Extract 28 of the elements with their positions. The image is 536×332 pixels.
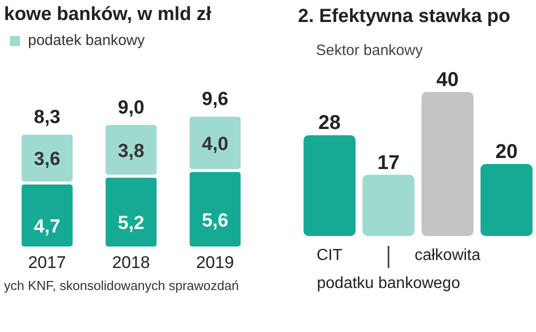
chart-title: kowe banków, w mld zł — [4, 4, 212, 26]
x-tick-label: CIT — [316, 247, 343, 264]
data-label: 28 — [318, 112, 341, 134]
data-label: 20 — [495, 141, 518, 163]
total-label: 9,6 — [202, 89, 228, 110]
total-label: 9,0 — [118, 98, 144, 118]
total-label: 8,3 — [34, 107, 60, 128]
text: ych KNF, skonsolidowanych sprawozdań — [4, 278, 239, 293]
data-label: 5,6 — [202, 210, 228, 232]
data-label: 5,2 — [118, 213, 144, 234]
x-tick-label: 2019 — [196, 253, 234, 272]
x-tick-label: 2017 — [28, 253, 66, 272]
chart-title: 2. Efektywna stawka po — [298, 6, 510, 28]
data-label: 17 — [377, 152, 400, 174]
x-tick-label: 2018 — [112, 253, 150, 272]
data-label: 4,7 — [34, 216, 60, 238]
x-tick-label: podatku bankowego — [316, 275, 460, 292]
bar — [422, 92, 474, 236]
bar — [304, 135, 356, 236]
legend-label: podatek bankowy — [27, 32, 145, 49]
bar — [362, 174, 415, 236]
bar — [480, 164, 533, 236]
data-label: 4,0 — [202, 134, 228, 155]
data-label: 40 — [436, 69, 459, 91]
chart-subtitle: Sektor bankowy — [316, 42, 423, 59]
x-tick-label: całkowita — [414, 247, 480, 264]
data-label: 3,6 — [34, 149, 60, 170]
data-label: 3,8 — [118, 140, 144, 162]
